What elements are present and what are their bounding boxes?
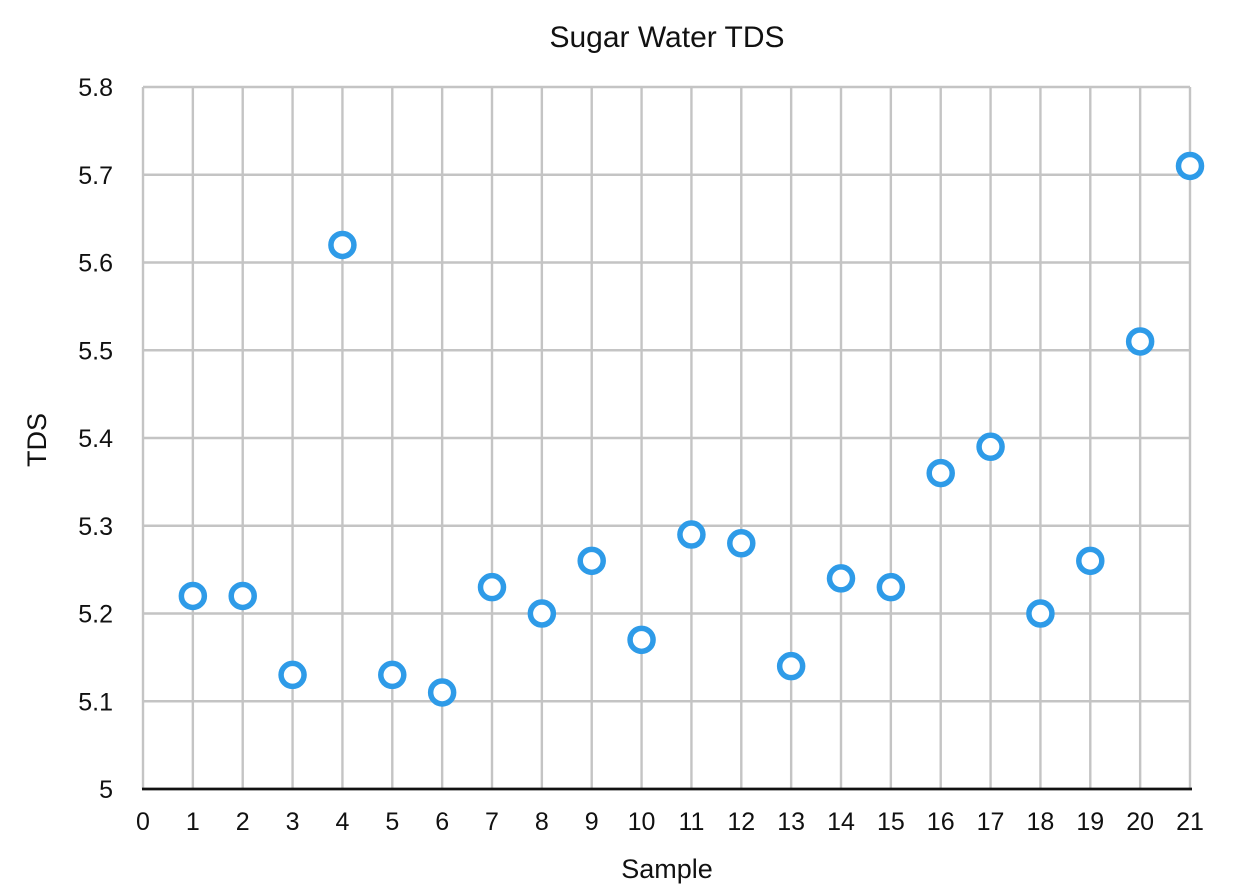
data-point bbox=[826, 564, 856, 593]
y-tick-label: 5.1 bbox=[78, 688, 113, 716]
x-tick-label: 1 bbox=[186, 808, 200, 836]
x-tick-label: 20 bbox=[1126, 808, 1154, 836]
x-tick-label: 8 bbox=[535, 808, 549, 836]
data-point bbox=[278, 660, 307, 690]
data-points bbox=[178, 151, 1205, 707]
x-tick-label: 11 bbox=[678, 808, 704, 836]
x-tick-label: 10 bbox=[628, 808, 656, 836]
data-point bbox=[776, 651, 806, 681]
y-tick-label: 5.3 bbox=[78, 513, 113, 541]
data-point bbox=[627, 625, 656, 655]
y-tick-label: 5.5 bbox=[78, 337, 113, 365]
y-tick-label: 5.4 bbox=[78, 425, 113, 453]
x-tick-labels: 0 1 2 3 4 5 6 7 8 9 10 11 12 13 14 15 16 17 18 19 20 21 bbox=[136, 808, 1204, 836]
data-point bbox=[378, 660, 407, 690]
y-tick-label: 5.7 bbox=[78, 162, 113, 190]
data-point bbox=[1076, 546, 1105, 576]
data-point bbox=[577, 546, 606, 576]
y-tick-label: 5.6 bbox=[78, 250, 113, 278]
x-tick-label: 9 bbox=[585, 808, 599, 836]
x-tick-label: 15 bbox=[877, 808, 905, 836]
x-tick-label: 18 bbox=[1027, 808, 1055, 836]
x-axis-label: Sample bbox=[621, 854, 713, 884]
x-tick-label: 19 bbox=[1076, 808, 1104, 836]
data-point bbox=[727, 529, 756, 558]
data-point bbox=[228, 581, 257, 611]
x-tick-label: 3 bbox=[286, 808, 300, 836]
x-tick-label: 6 bbox=[435, 808, 449, 836]
x-tick-label: 16 bbox=[927, 808, 955, 836]
data-point bbox=[527, 599, 557, 628]
x-tick-label: 17 bbox=[977, 808, 1005, 836]
x-tick-label: 21 bbox=[1176, 808, 1204, 836]
y-tick-label: 5.8 bbox=[78, 74, 113, 102]
data-point bbox=[1026, 599, 1055, 628]
data-point bbox=[477, 572, 507, 602]
y-axis-label: TDS bbox=[22, 413, 52, 467]
x-tick-label: 5 bbox=[385, 808, 399, 836]
axes bbox=[141, 87, 1192, 791]
data-point bbox=[976, 432, 1005, 462]
data-point bbox=[1175, 151, 1205, 181]
y-tick-label: 5.2 bbox=[78, 601, 113, 629]
data-point bbox=[427, 678, 457, 707]
x-tick-label: 4 bbox=[335, 808, 349, 836]
data-point bbox=[677, 520, 706, 549]
x-tick-label: 13 bbox=[777, 808, 805, 836]
x-tick-label: 7 bbox=[485, 808, 499, 836]
x-tick-label: 12 bbox=[727, 808, 755, 836]
y-tick-labels: 5 5.1 5.2 5.3 5.4 5.5 5.6 5.7 5.8 bbox=[78, 74, 113, 804]
x-tick-label: 2 bbox=[236, 808, 250, 836]
y-tick-label: 5 bbox=[99, 776, 113, 804]
x-tick-label: 14 bbox=[827, 808, 855, 836]
data-point bbox=[328, 230, 357, 260]
data-point bbox=[926, 458, 955, 488]
chart-title: Sugar Water TDS bbox=[549, 21, 784, 54]
data-point bbox=[876, 572, 906, 602]
data-point bbox=[1125, 327, 1155, 356]
x-tick-label: 0 bbox=[136, 808, 150, 836]
data-point bbox=[178, 581, 208, 611]
